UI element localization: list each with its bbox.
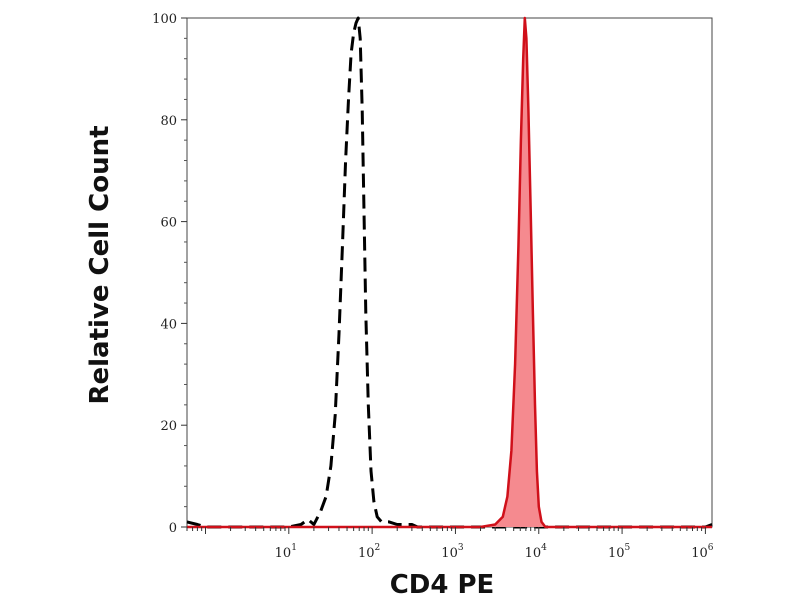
y-axis: 0 20 40 60 80 100 xyxy=(152,12,187,536)
plot-area xyxy=(186,16,713,529)
y-tick-label-40: 40 xyxy=(160,317,177,332)
x-axis-title: CD4 PE xyxy=(390,570,495,600)
x-tick-label-10^1: 101 xyxy=(275,543,297,561)
y-tick-label-80: 80 xyxy=(160,114,177,129)
y-tick-label-20: 20 xyxy=(160,419,177,434)
y-tick-label-0: 0 xyxy=(169,521,177,536)
stained-histogram-line xyxy=(187,16,712,529)
control-histogram-line xyxy=(186,16,713,529)
x-tick-label-10^4: 104 xyxy=(525,543,548,561)
x-tick-label-10^5: 105 xyxy=(608,543,631,561)
y-tick-label-60: 60 xyxy=(160,216,177,231)
y-axis-title: Relative Cell Count xyxy=(85,125,115,404)
plot-frame xyxy=(186,17,713,528)
x-tick-label-10^2: 102 xyxy=(358,543,380,561)
histogram-fill-1 xyxy=(187,18,712,527)
x-tick-label-10^3: 103 xyxy=(441,543,464,561)
y-tick-label-100: 100 xyxy=(152,12,177,27)
x-axis: 101 102 103 104 105 106 xyxy=(186,527,714,561)
x-tick-label-10^6: 106 xyxy=(691,543,714,561)
